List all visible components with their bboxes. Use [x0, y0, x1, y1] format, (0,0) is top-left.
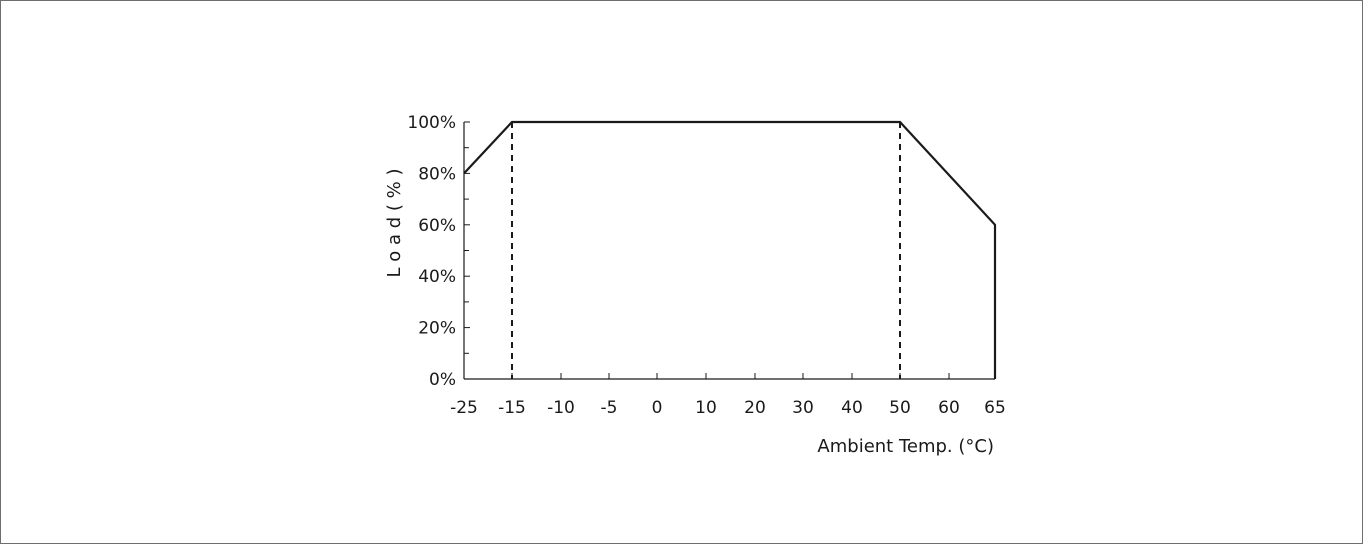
axes — [463, 122, 995, 380]
series — [463, 120, 997, 379]
x-tick-label: 0 — [652, 398, 663, 418]
y-tick-label: 60% — [418, 216, 456, 236]
y-tick-label: 20% — [418, 319, 456, 339]
reference-lines — [511, 122, 901, 379]
y-tick-label: 0% — [429, 370, 456, 390]
x-axis-title: Ambient Temp. (°C) — [817, 436, 994, 457]
x-tick-label: -10 — [547, 398, 575, 418]
x-tick-label: 10 — [695, 398, 717, 418]
y-tick-label: 40% — [418, 267, 456, 287]
labels: Ambient Temp. (°C) L o a d ( % ) — [384, 169, 994, 457]
x-tick-label: 30 — [792, 398, 814, 418]
x-tick-label: -5 — [601, 398, 618, 418]
derating-curve — [463, 120, 997, 379]
x-tick-label: 50 — [889, 398, 911, 418]
x-tick-label: -15 — [498, 398, 526, 418]
y-axis-title: L o a d ( % ) — [384, 169, 405, 278]
y-tick-label: 100% — [407, 113, 456, 133]
x-tick-label: -25 — [450, 398, 478, 418]
x-tick-label: 20 — [744, 398, 766, 418]
x-tick-label: 65 — [984, 398, 1006, 418]
x-tick-label: 60 — [938, 398, 960, 418]
x-tick-label: 40 — [841, 398, 863, 418]
y-tick-label: 80% — [418, 164, 456, 184]
ticks: 0% 20% 40% 60% 80% 100% -25 -15 -10 -5 0 10 20 30 40 50… — [407, 113, 1005, 418]
